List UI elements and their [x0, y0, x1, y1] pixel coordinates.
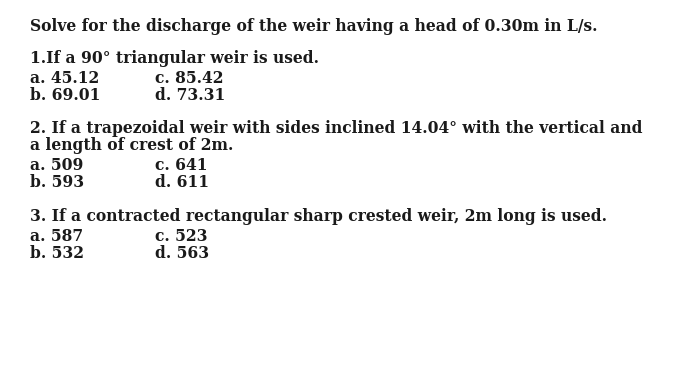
Text: c. 523: c. 523: [155, 228, 207, 245]
Text: d. 73.31: d. 73.31: [155, 87, 225, 104]
Text: b. 69.01: b. 69.01: [30, 87, 100, 104]
Text: 3. If a contracted rectangular sharp crested weir, 2m long is used.: 3. If a contracted rectangular sharp cre…: [30, 208, 607, 225]
Text: 2. If a trapezoidal weir with sides inclined 14.04° with the vertical and: 2. If a trapezoidal weir with sides incl…: [30, 120, 643, 137]
Text: c. 641: c. 641: [155, 157, 207, 174]
Text: a. 509: a. 509: [30, 157, 84, 174]
Text: d. 563: d. 563: [155, 245, 209, 262]
Text: Solve for the discharge of the weir having a head of 0.30m in L/s.: Solve for the discharge of the weir havi…: [30, 18, 598, 35]
Text: a. 587: a. 587: [30, 228, 83, 245]
Text: 1.If a 90° triangular weir is used.: 1.If a 90° triangular weir is used.: [30, 50, 319, 67]
Text: d. 611: d. 611: [155, 174, 209, 191]
Text: a length of crest of 2m.: a length of crest of 2m.: [30, 137, 234, 154]
Text: a. 45.12: a. 45.12: [30, 70, 100, 87]
Text: b. 593: b. 593: [30, 174, 84, 191]
Text: c. 85.42: c. 85.42: [155, 70, 223, 87]
Text: b. 532: b. 532: [30, 245, 84, 262]
